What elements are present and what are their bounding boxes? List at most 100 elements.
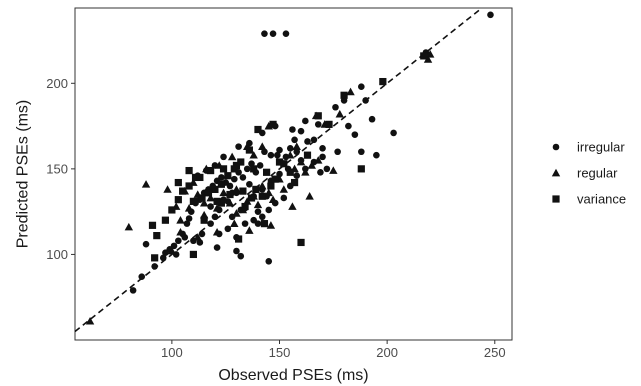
irregular-point bbox=[185, 215, 193, 222]
irregular-point bbox=[142, 240, 150, 248]
irregular-point bbox=[319, 145, 326, 152]
irregular-point bbox=[487, 11, 494, 19]
irregular-point bbox=[183, 220, 191, 227]
irregular-point bbox=[368, 115, 376, 123]
legend-regular-label: regular bbox=[577, 166, 618, 181]
irregular-point bbox=[181, 234, 189, 241]
variance-point bbox=[252, 185, 260, 194]
regular-point bbox=[124, 222, 134, 231]
variance-point bbox=[267, 182, 275, 190]
reference-line-layer bbox=[74, 7, 483, 333]
irregular-point bbox=[293, 172, 301, 180]
regular-point bbox=[264, 188, 273, 197]
variance-point bbox=[269, 120, 277, 128]
irregular-point bbox=[362, 97, 369, 104]
irregular-point bbox=[151, 263, 158, 270]
variance-point bbox=[151, 254, 159, 262]
variance-point bbox=[204, 189, 213, 197]
irregular-point bbox=[261, 148, 268, 156]
irregular-point bbox=[239, 174, 247, 181]
regular-point bbox=[245, 226, 254, 234]
regular-point bbox=[292, 142, 301, 150]
irregular-point bbox=[198, 230, 206, 238]
irregular-point bbox=[319, 153, 326, 161]
variance-point bbox=[286, 168, 294, 176]
regular-point bbox=[288, 202, 297, 210]
variance-point bbox=[280, 160, 288, 168]
regular-point bbox=[176, 216, 185, 224]
irregular-point bbox=[162, 249, 169, 257]
variance-point bbox=[303, 151, 312, 159]
legend: irregular regular variance bbox=[551, 140, 626, 207]
legend-regular-key bbox=[551, 168, 561, 177]
irregular-point bbox=[317, 168, 324, 176]
variance-point bbox=[211, 185, 219, 194]
variance-point bbox=[148, 221, 157, 229]
irregular-point bbox=[323, 165, 331, 173]
regular-point bbox=[279, 185, 289, 193]
regular-point bbox=[232, 185, 241, 193]
irregular-point bbox=[159, 254, 167, 262]
variance-point bbox=[420, 52, 428, 60]
irregular-point bbox=[207, 220, 214, 227]
irregular-point bbox=[254, 220, 262, 227]
variance-point bbox=[245, 146, 253, 154]
variance-point bbox=[340, 91, 348, 99]
variance-point bbox=[174, 178, 182, 187]
irregular-point bbox=[258, 213, 266, 221]
irregular-point bbox=[211, 213, 219, 221]
regular-point bbox=[243, 197, 252, 205]
irregular-point bbox=[345, 122, 352, 130]
regular-point bbox=[225, 198, 235, 207]
irregular-point bbox=[256, 162, 264, 169]
axes: 100 150 200 250 100 150 200 bbox=[46, 76, 505, 360]
variance-point bbox=[258, 192, 266, 200]
regular-point bbox=[199, 210, 209, 219]
variance-point bbox=[185, 182, 193, 190]
regular-point bbox=[329, 166, 338, 174]
variance-point bbox=[198, 194, 206, 202]
irregular-point bbox=[280, 194, 288, 202]
regular-point bbox=[230, 219, 239, 227]
variance-point bbox=[217, 199, 225, 207]
irregular-point bbox=[291, 136, 298, 144]
irregular-point bbox=[332, 103, 339, 111]
regular-point bbox=[258, 181, 267, 190]
variance-point bbox=[191, 173, 200, 182]
irregular-point bbox=[220, 153, 227, 161]
variance-point bbox=[161, 216, 170, 224]
variance-point bbox=[207, 166, 215, 175]
irregular-point bbox=[297, 127, 305, 135]
variance-point bbox=[239, 187, 247, 195]
irregular-point bbox=[207, 203, 214, 210]
irregular-point bbox=[286, 145, 294, 152]
regular-point bbox=[176, 227, 185, 236]
regular-point bbox=[141, 180, 151, 188]
variance-point bbox=[189, 197, 197, 205]
irregular-point bbox=[289, 126, 296, 133]
y-tick-label: 200 bbox=[46, 76, 68, 91]
y-tick-label: 150 bbox=[46, 161, 68, 176]
regular-point bbox=[85, 316, 95, 325]
x-tick-label: 100 bbox=[161, 345, 183, 360]
legend-irregular-label: irregular bbox=[577, 140, 625, 155]
irregular-point bbox=[175, 237, 182, 245]
variance-point bbox=[325, 120, 333, 128]
irregular-point bbox=[241, 220, 249, 227]
regular-point bbox=[206, 193, 215, 202]
regular-point bbox=[163, 185, 172, 193]
variance-point bbox=[247, 194, 256, 202]
variance-point bbox=[235, 235, 243, 243]
regular-point bbox=[253, 200, 263, 209]
irregular-point bbox=[274, 151, 281, 159]
irregular-point bbox=[261, 30, 268, 37]
irregular-point bbox=[267, 151, 275, 159]
regular-point bbox=[296, 157, 306, 166]
data-marks bbox=[85, 11, 494, 325]
irregular-point bbox=[231, 175, 238, 183]
legend-variance-label: variance bbox=[577, 192, 626, 207]
regular-point bbox=[249, 150, 258, 159]
irregular-point bbox=[358, 148, 365, 156]
irregular-point bbox=[254, 208, 262, 215]
irregular-point bbox=[196, 239, 204, 246]
